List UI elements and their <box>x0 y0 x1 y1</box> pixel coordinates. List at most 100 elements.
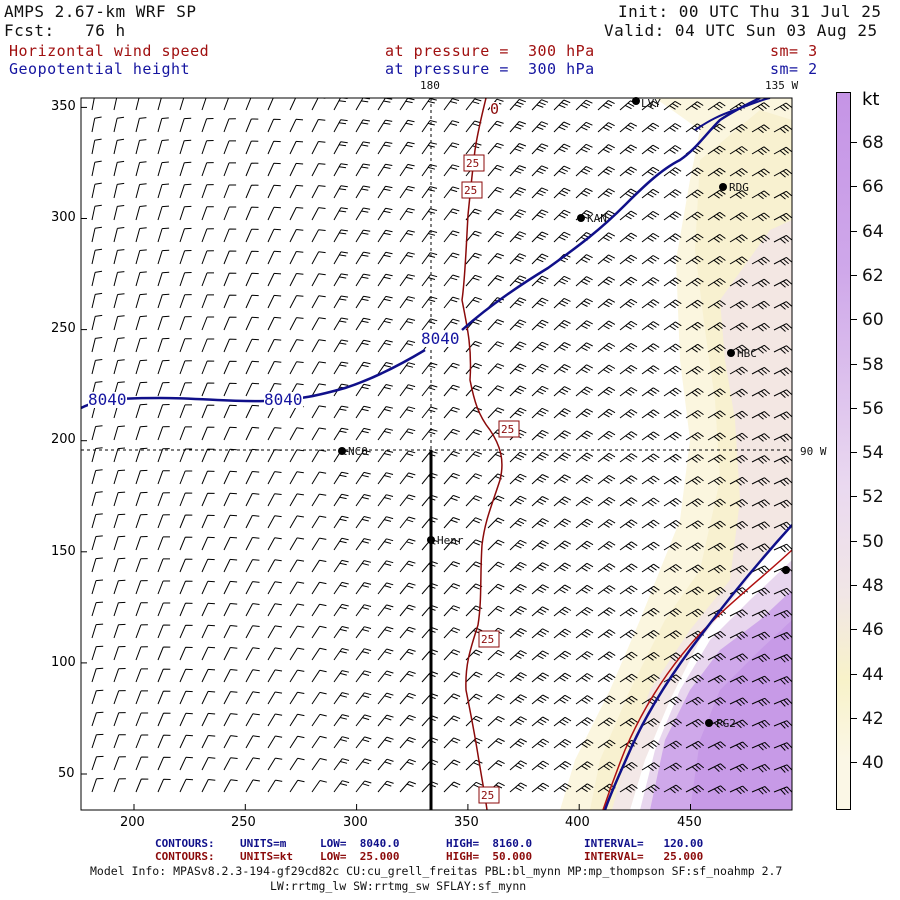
wind-barb <box>311 449 327 463</box>
wind-barb <box>267 779 283 793</box>
wind-barb <box>201 404 215 419</box>
wind-barb <box>597 629 616 639</box>
colorbar-tick-mark <box>851 717 857 719</box>
wind-barb <box>509 760 528 771</box>
wind-barb <box>289 207 304 221</box>
wind-barb <box>135 205 147 221</box>
wind-barb <box>641 497 660 507</box>
wind-barb <box>597 717 616 727</box>
wind-barb <box>179 117 192 133</box>
wind-barb <box>399 648 416 661</box>
wind-barb <box>619 276 638 287</box>
wind-barb <box>201 360 215 375</box>
wind-barb <box>91 623 104 639</box>
wind-barb <box>641 387 660 397</box>
wind-barb <box>443 230 460 243</box>
wind-barb <box>553 606 572 617</box>
wind-barb <box>465 340 482 353</box>
x-tick-450: 450 <box>677 815 702 830</box>
wind-barb <box>487 319 505 331</box>
wind-barb <box>553 452 571 463</box>
wind-barb <box>245 625 260 639</box>
wind-barb <box>91 248 103 265</box>
wind-barb <box>135 646 148 661</box>
wind-barb <box>487 738 505 749</box>
wind-barb <box>289 162 304 177</box>
wind-barb <box>531 760 550 771</box>
wind-barb <box>113 646 126 661</box>
wind-barb <box>597 496 616 507</box>
wind-barb <box>597 783 616 793</box>
wind-barb <box>729 212 748 221</box>
valid-time: Valid: 04 UTC Sun 03 Aug 25 <box>604 21 878 40</box>
wind-barb <box>729 278 748 288</box>
wind-barb <box>465 473 483 485</box>
wind-barb <box>179 205 192 221</box>
wind-barb <box>267 537 282 551</box>
wind-barb <box>575 474 594 485</box>
wind-barb <box>575 121 593 133</box>
wind-barb <box>553 187 571 199</box>
wind-barb <box>355 427 371 441</box>
wind-barb <box>355 494 371 507</box>
wind-barb <box>487 120 504 133</box>
wind-barb <box>751 587 771 597</box>
wind-barb <box>531 341 549 353</box>
wind-barb <box>663 519 682 529</box>
wind-barb <box>641 100 660 111</box>
wind-barb <box>113 623 126 639</box>
wind-barb <box>575 364 594 375</box>
wind-barb <box>421 164 438 177</box>
wind-barb <box>531 650 550 661</box>
wind-barb <box>311 317 326 331</box>
wind-barb <box>157 183 170 199</box>
wind-barb <box>201 470 215 485</box>
wind-barb <box>619 717 638 727</box>
wind-barb <box>553 738 572 749</box>
wind-barb <box>531 297 549 309</box>
wind-barb <box>707 652 727 662</box>
station-dot-rdg <box>719 183 727 191</box>
wind-barb <box>377 362 393 375</box>
wind-barb <box>311 515 327 529</box>
wind-barb <box>597 386 616 397</box>
wind-barb <box>399 98 415 111</box>
wind-barb <box>91 447 103 463</box>
wind-barb <box>223 272 237 287</box>
wind-barb <box>267 669 283 683</box>
wind-barb <box>179 492 193 507</box>
colorbar-tick-mark <box>851 452 857 454</box>
wind-barb <box>685 762 705 772</box>
contours-wind-high: HIGH= 50.000 <box>446 850 533 863</box>
wind-barb <box>399 494 416 507</box>
wind-barb <box>157 426 170 441</box>
wind-barb <box>157 359 170 375</box>
wind-barb <box>135 668 148 683</box>
wind-barb <box>443 693 461 705</box>
wind-barb <box>113 447 126 463</box>
wind-barb <box>377 406 394 419</box>
wind-barb <box>465 605 483 617</box>
wind-barb <box>333 714 350 727</box>
wind-barb <box>113 337 125 353</box>
wind-barb <box>685 674 704 684</box>
wind-barb <box>135 778 149 793</box>
wind-barb <box>531 99 549 111</box>
wind-barb <box>443 428 460 441</box>
wind-barb <box>663 784 682 794</box>
wind-barb <box>707 278 726 287</box>
wind-barb <box>663 233 682 243</box>
wind-barb <box>487 539 505 551</box>
wind-barb <box>223 206 237 221</box>
wind-barb <box>751 786 771 795</box>
meridian-90w-label: 90 W <box>800 445 827 458</box>
wind-barb <box>509 694 527 705</box>
wind-barb <box>267 184 281 199</box>
wind-barb <box>751 433 771 442</box>
wind-barb <box>113 227 125 243</box>
wind-barb <box>641 431 660 441</box>
wind-barb <box>399 384 416 397</box>
wind-barb <box>245 184 259 199</box>
wind-barb <box>509 451 527 463</box>
wind-barb <box>531 407 549 419</box>
